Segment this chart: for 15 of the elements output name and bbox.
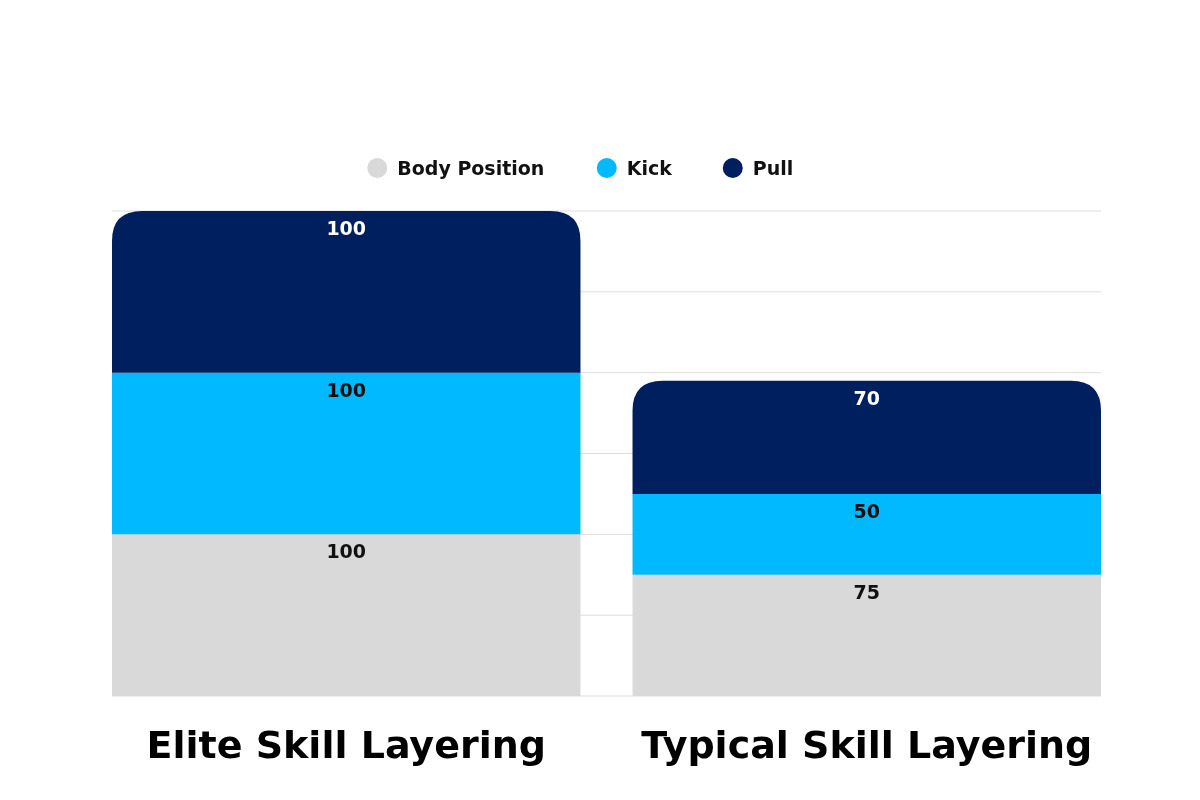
bar <box>632 380 1101 494</box>
data-label: 75 <box>853 580 880 603</box>
legend-label: Body Position <box>397 156 545 179</box>
bar <box>112 211 581 373</box>
legend-label: Pull <box>752 156 794 179</box>
data-label: 70 <box>853 386 880 409</box>
legend-label: Kick <box>626 156 673 179</box>
data-label: 100 <box>326 217 367 239</box>
bar <box>632 493 1101 575</box>
x-tick-label: Typical Skill Layering <box>641 723 1093 767</box>
data-label: 100 <box>326 378 367 401</box>
data-label: 100 <box>326 540 367 563</box>
x-tick-label: Elite Skill Layering <box>146 723 546 767</box>
bar <box>112 372 581 535</box>
data-label: 50 <box>853 499 880 522</box>
